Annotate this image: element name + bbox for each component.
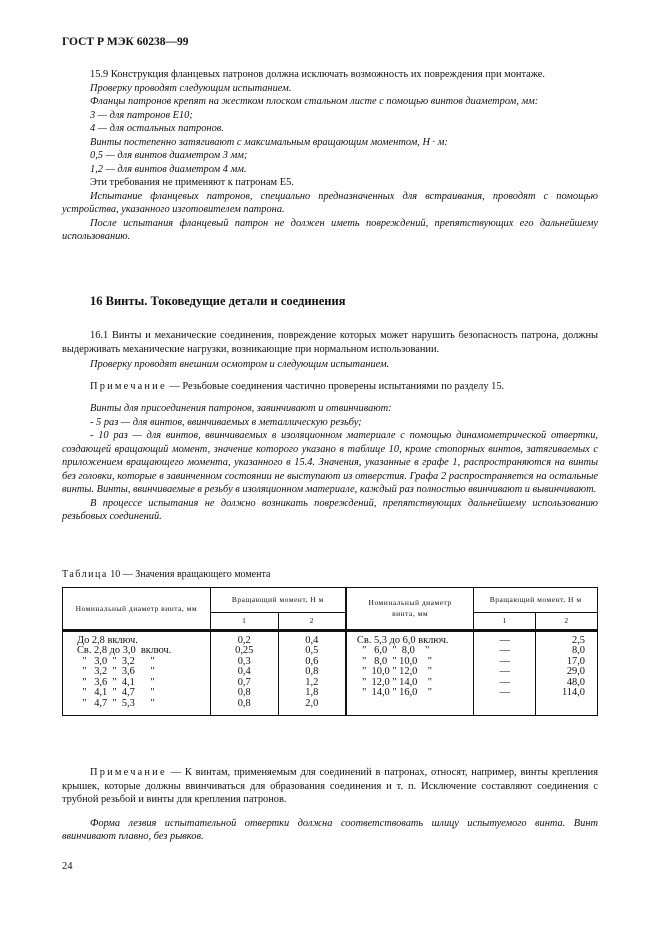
paragraph: - 10 раз — для винтов, ввинчиваемых в из… bbox=[62, 430, 598, 495]
paragraph: Эти требования не применяют к патронам Е… bbox=[90, 177, 294, 188]
header-diameter: Номинальный диаметр винта, мм bbox=[344, 586, 475, 631]
paragraph: В процессе испытания не должно возникать… bbox=[62, 497, 598, 523]
section-15-9: 15.9 Конструкция фланцевых патронов долж… bbox=[62, 68, 598, 244]
paragraph: 4 — для остальных патронов. bbox=[90, 123, 224, 134]
paragraph: 0,5 — для винтов диаметром 3 мм; bbox=[90, 150, 248, 161]
diameter-cell: Св. 5,3 до 6,0 включ. " 6,0 " 8,0 " " 8,… bbox=[344, 629, 475, 716]
header-moment: Вращающий момент, Н м bbox=[209, 586, 347, 613]
value-cell: — — — — — — bbox=[473, 629, 537, 716]
paragraph: Форма лезвия испытательной отвертки долж… bbox=[62, 817, 598, 843]
header-col-1: 1 bbox=[473, 611, 537, 631]
note-text: — Резьбовые соединения частично проверен… bbox=[166, 380, 505, 392]
section-16-body: Винты для присоединения патронов, завинч… bbox=[62, 402, 598, 524]
header-col-1: 1 bbox=[209, 611, 279, 631]
note: Примечание — Резьбовые соединения частич… bbox=[62, 380, 598, 394]
paragraph: 15.9 Конструкция фланцевых патронов долж… bbox=[90, 69, 545, 80]
value-cell: 0,2 0,25 0,3 0,4 0,7 0,8 0,8 bbox=[209, 629, 279, 716]
header-col-2: 2 bbox=[535, 611, 598, 631]
paragraph: 3 — для патронов Е10; bbox=[90, 109, 193, 121]
section-16-heading: 16 Винты. Токоведущие детали и соединени… bbox=[62, 294, 598, 309]
paragraph: 1,2 — для винтов диаметром 4 мм. bbox=[90, 163, 247, 175]
note-2: Примечание — К винтам, применяемым для с… bbox=[62, 766, 598, 844]
paragraph: Фланцы патронов крепят на жестком плоско… bbox=[90, 96, 539, 107]
paragraph: Винты постепенно затягивают с максимальн… bbox=[90, 136, 448, 148]
page-number: 24 bbox=[62, 861, 73, 872]
torque-table: Номинальный диаметр винта, мм Вращающий … bbox=[62, 586, 598, 717]
paragraph: Винты для присоединения патронов, завинч… bbox=[90, 403, 392, 414]
table-10: Таблица 10 — Значения вращающего момента… bbox=[62, 568, 598, 716]
value-cell: 2,5 8,0 17,0 29,0 48,0 114,0 bbox=[535, 629, 598, 716]
section-title: 16 Винты. Токоведущие детали и соединени… bbox=[90, 294, 346, 308]
paragraph: Проверку проводят следующим испытанием. bbox=[90, 82, 292, 94]
table-caption-label: Таблица bbox=[62, 569, 108, 580]
paragraph: После испытания фланцевый патрон не долж… bbox=[62, 217, 598, 243]
note-text: — К винтам, применяемым для соединений в… bbox=[62, 767, 598, 805]
header-col-2: 2 bbox=[277, 611, 347, 631]
paragraph: 16.1 Винты и механические соединения, по… bbox=[62, 330, 598, 355]
header-diameter: Номинальный диаметр винта, мм bbox=[62, 586, 211, 631]
document-header: ГОСТ Р МЭК 60238—99 bbox=[62, 36, 189, 48]
table-caption-text: 10 — Значения вращающего момента bbox=[107, 569, 271, 580]
value-cell: 0,4 0,5 0,6 0,8 1,2 1,8 2,0 bbox=[277, 629, 347, 716]
diameter-cell: До 2,8 включ. Св. 2,8 до 3,0 включ. " 3,… bbox=[62, 629, 211, 716]
section-16-1: 16.1 Винты и механические соединения, по… bbox=[62, 329, 598, 524]
paragraph: - 5 раз — для винтов, ввинчиваемых в мет… bbox=[90, 416, 362, 428]
header-moment: Вращающий момент, Н м bbox=[473, 586, 598, 613]
paragraph: Проверку проводят внешним осмотром и сле… bbox=[90, 359, 390, 370]
paragraph: Испытание фланцевых патронов, специально… bbox=[62, 190, 598, 216]
note-label: Примечание bbox=[90, 380, 167, 392]
note-label: Примечание bbox=[90, 767, 167, 778]
